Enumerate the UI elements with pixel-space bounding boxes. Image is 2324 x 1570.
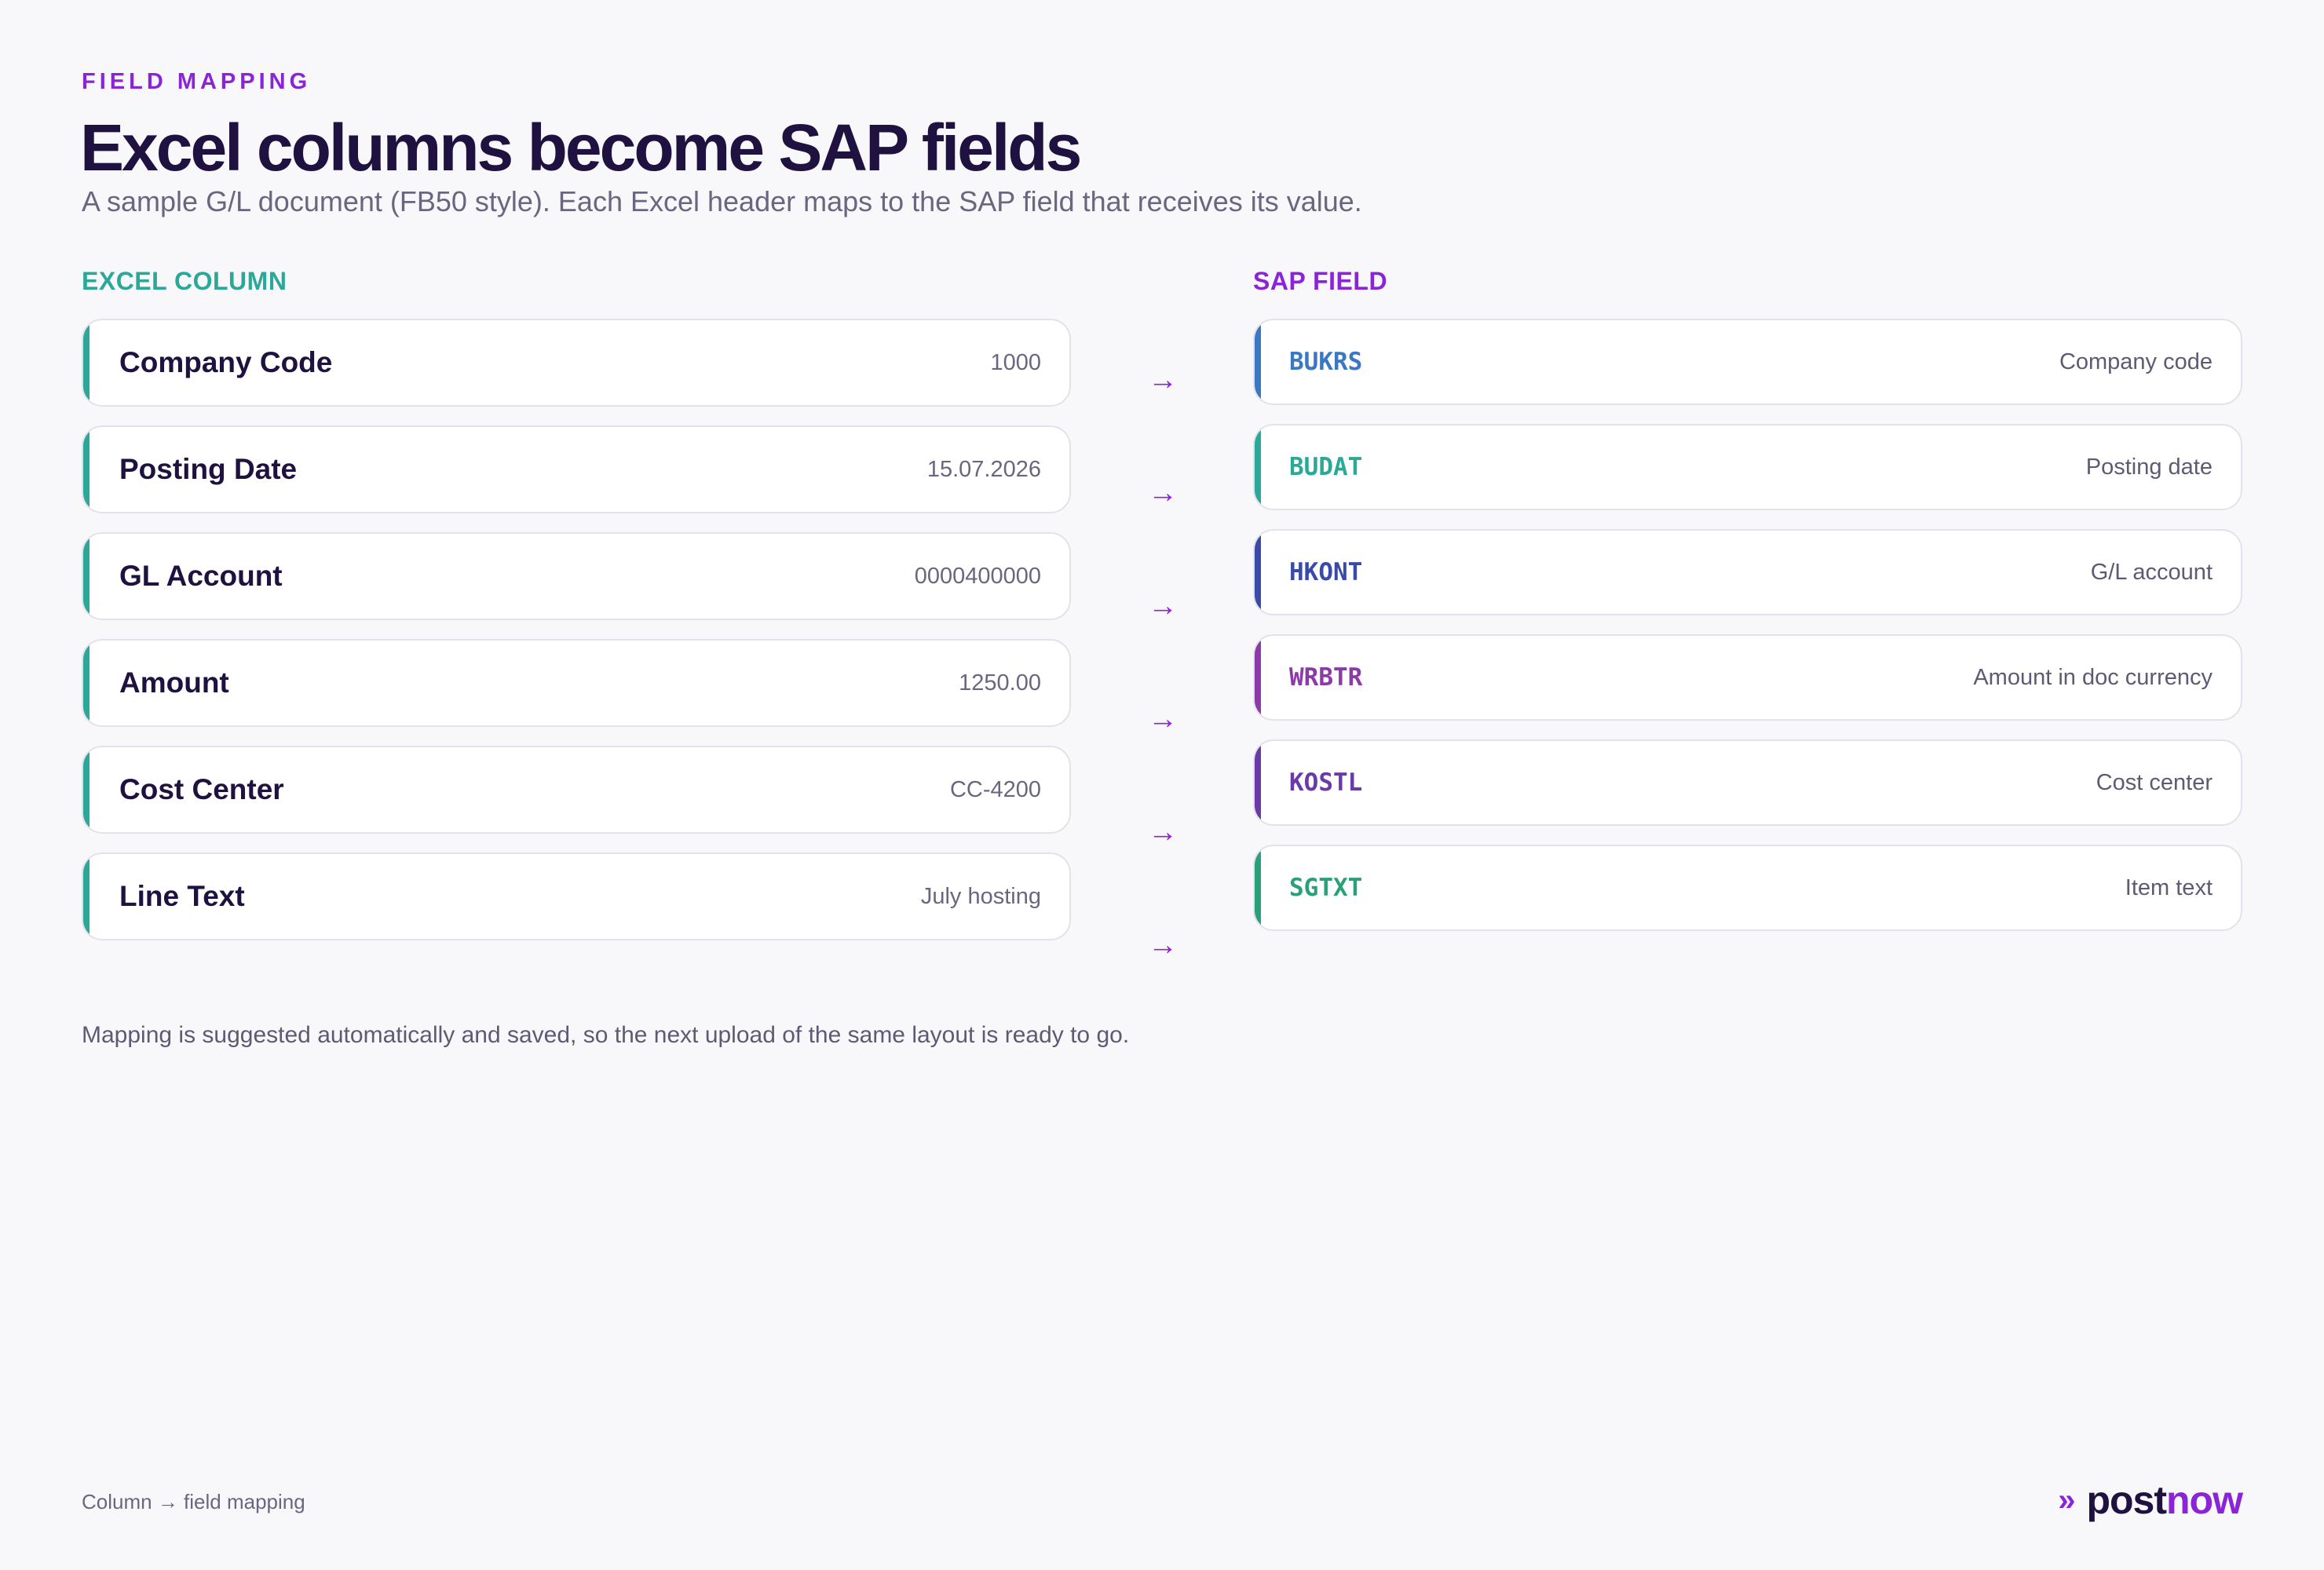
sap-field-description: Company code [2059, 349, 2213, 374]
mapping-note: Mapping is suggested automatically and s… [82, 1022, 1130, 1048]
excel-column-name: Cost Center [119, 773, 284, 805]
eyebrow-label: FIELD MAPPING [82, 69, 312, 94]
brand-wordmark: postnow [2086, 1477, 2243, 1523]
accent-bar [1255, 531, 1261, 614]
excel-sample-value: 15.07.2026 [926, 456, 1041, 482]
sap-field-description: Item text [2125, 874, 2213, 900]
sap-field-card: WRBTR Amount in doc currency [1253, 634, 2242, 721]
excel-column-name: Amount [119, 666, 229, 699]
accent-bar [83, 427, 90, 512]
excel-column-name: Posting Date [119, 453, 298, 485]
excel-sample-value: 1250.00 [959, 670, 1041, 696]
accent-bar [1255, 636, 1261, 719]
accent-bar [83, 854, 90, 939]
sap-field-card: BUDAT Posting date [1253, 424, 2242, 510]
arrow-icon: → [1148, 816, 1178, 849]
sap-field-description: G/L account [2090, 559, 2213, 585]
arrow-icon: → [1148, 476, 1178, 509]
excel-column-card: Amount 1250.00 [82, 639, 1071, 727]
excel-sample-value: 1000 [990, 349, 1041, 375]
accent-bar [1255, 320, 1261, 403]
sap-field-code: BUDAT [1289, 453, 1363, 481]
excel-column-card: Line Text July hosting [82, 853, 1071, 940]
excel-column-card: Company Code 1000 [82, 319, 1071, 407]
arrow-icon: → [1148, 363, 1178, 396]
excel-column-card: GL Account 0000400000 [82, 532, 1071, 620]
excel-column-card: Cost Center CC-4200 [82, 746, 1071, 834]
sap-field-code: BUKRS [1289, 348, 1363, 376]
sap-field-description: Amount in doc currency [1973, 664, 2213, 690]
sap-field-card: KOSTL Cost center [1253, 739, 2242, 826]
sap-field-code: HKONT [1289, 558, 1363, 586]
sap-field-card: SGTXT Item text [1253, 845, 2242, 931]
accent-bar [83, 534, 90, 619]
accent-bar [1255, 741, 1261, 824]
excel-column-name: GL Account [119, 560, 283, 592]
footer-label: Column → field mapping [82, 1490, 305, 1513]
sap-field-description: Cost center [2096, 769, 2213, 795]
excel-sample-value: July hosting [920, 883, 1041, 909]
sap-field-code: WRBTR [1289, 663, 1363, 692]
page-subtitle: A sample G/L document (FB50 style). Each… [82, 185, 1362, 217]
arrow-icon: → [1148, 929, 1178, 962]
accent-bar [1255, 425, 1261, 509]
excel-column-name: Company Code [119, 346, 333, 378]
sap-field-description: Posting date [2085, 454, 2213, 480]
brand-word-now: now [2166, 1478, 2243, 1522]
brand-word-post: post [2086, 1478, 2167, 1522]
excel-sample-value: 0000400000 [914, 563, 1041, 589]
page-title: Excel columns become SAP fields [80, 111, 1082, 184]
excel-column-name: Line Text [119, 880, 245, 912]
accent-bar [83, 641, 90, 725]
chevron-icon: » [2058, 1482, 2076, 1517]
sap-field-heading: SAP FIELD [1253, 267, 1388, 295]
sap-field-card: HKONT G/L account [1253, 529, 2242, 615]
sap-field-code: SGTXT [1289, 874, 1363, 902]
sap-field-code: KOSTL [1289, 769, 1363, 797]
arrow-icon: → [1148, 703, 1178, 736]
accent-bar [1255, 846, 1261, 929]
sap-field-card: BUKRS Company code [1253, 319, 2242, 405]
excel-column-card: Posting Date 15.07.2026 [82, 425, 1071, 513]
excel-sample-value: CC-4200 [949, 776, 1041, 802]
accent-bar [83, 320, 90, 405]
arrow-icon: → [1148, 590, 1178, 623]
brand-logo: » postnow [2058, 1477, 2243, 1523]
excel-column-heading: EXCEL COLUMN [82, 267, 287, 295]
accent-bar [83, 747, 90, 832]
